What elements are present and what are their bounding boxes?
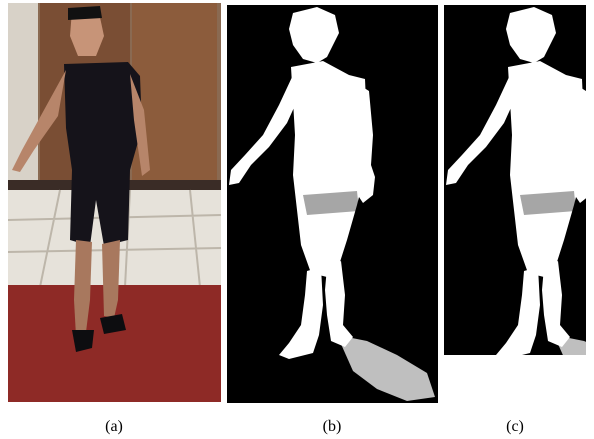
figure: (a) (b) (c) xyxy=(0,0,594,439)
mask-panel xyxy=(227,5,438,403)
caption: (b) xyxy=(323,418,342,435)
caption: (a) xyxy=(105,418,123,435)
photo-panel xyxy=(8,3,221,402)
caption: (c) xyxy=(506,418,524,435)
mask-panel-cleaned xyxy=(444,5,594,401)
